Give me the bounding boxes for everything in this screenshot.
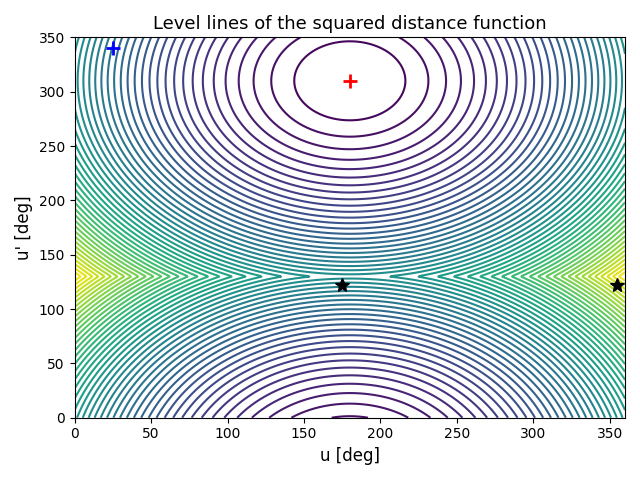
Title: Level lines of the squared distance function: Level lines of the squared distance func… <box>153 15 547 33</box>
X-axis label: u [deg]: u [deg] <box>320 447 380 465</box>
Y-axis label: u' [deg]: u' [deg] <box>15 195 33 260</box>
